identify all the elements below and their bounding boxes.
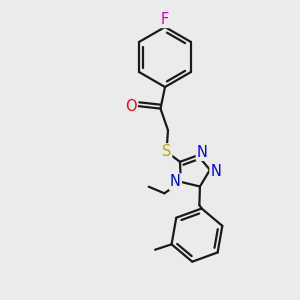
Text: N: N — [211, 164, 221, 179]
Text: N: N — [170, 174, 181, 189]
Text: F: F — [161, 12, 169, 27]
Text: O: O — [125, 99, 136, 114]
Text: S: S — [162, 144, 171, 159]
Text: N: N — [197, 145, 208, 160]
